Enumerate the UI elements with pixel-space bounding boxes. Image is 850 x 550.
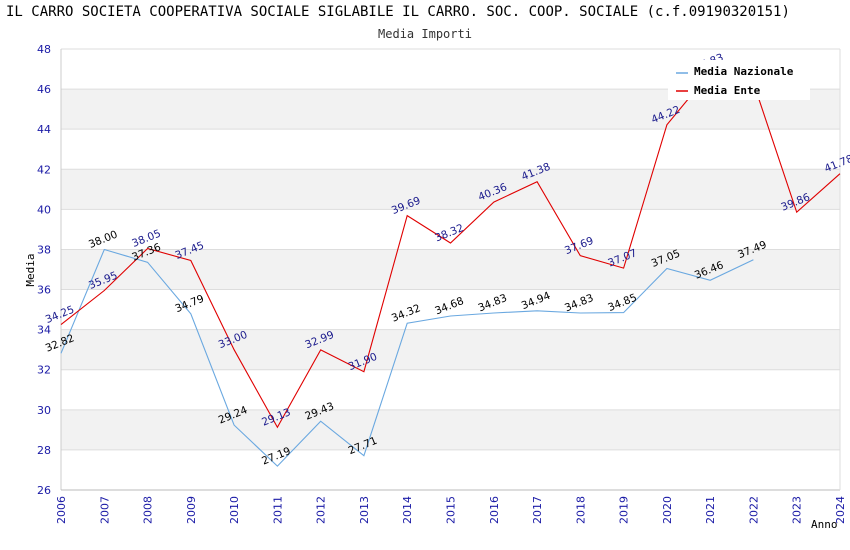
x-tick-label: 2021 <box>704 496 717 524</box>
x-tick-label: 2018 <box>574 496 587 524</box>
chart-title: IL CARRO SOCIETA COOPERATIVA SOCIALE SIG… <box>6 4 790 20</box>
y-tick-label: 40 <box>37 203 51 216</box>
x-tick-label: 2017 <box>531 496 544 524</box>
x-tick-label: 2014 <box>401 496 414 524</box>
data-label-nazionale: 34.83 <box>563 292 595 314</box>
data-label-ente: 38.32 <box>433 222 465 244</box>
x-tick-label: 2010 <box>228 496 241 524</box>
legend-label-nazionale: Media Nazionale <box>694 65 794 78</box>
x-tick-label: 2015 <box>445 496 458 524</box>
axes <box>60 49 841 491</box>
x-tick-label: 2006 <box>55 496 68 524</box>
y-tick-labels: 26 28 30 32 34 36 38 40 42 44 46 48 <box>37 43 51 497</box>
x-tick-labels: 2006 2007 2008 2009 2010 2011 2012 2013 2014 2015… <box>55 496 847 524</box>
y-tick-label: 42 <box>37 163 51 176</box>
y-tick-label: 36 <box>37 284 51 297</box>
x-tick-label: 2020 <box>661 496 674 524</box>
x-tick-label: 2009 <box>185 496 198 524</box>
y-axis-label: Media <box>24 253 37 286</box>
x-tick-label: 2013 <box>358 496 371 524</box>
x-tick-label: 2011 <box>271 496 284 524</box>
gridlines <box>61 48 840 491</box>
y-tick-label: 44 <box>37 123 51 136</box>
grid-band <box>61 329 840 370</box>
grid-band <box>61 249 840 290</box>
x-tick-label: 2008 <box>142 496 155 524</box>
y-tick-label: 28 <box>37 444 51 457</box>
data-label-ente: 34.25 <box>44 304 76 326</box>
x-tick-label: 2024 <box>834 496 847 524</box>
y-tick-label: 32 <box>37 364 51 377</box>
y-tick-label: 30 <box>37 404 51 417</box>
x-tick-label: 2007 <box>98 496 111 524</box>
x-tick-label: 2023 <box>791 496 804 524</box>
y-tick-label: 26 <box>37 484 51 497</box>
legend-label-ente: Media Ente <box>694 84 761 97</box>
legend: Media Nazionale Media Ente <box>668 60 810 100</box>
y-tick-label: 48 <box>37 43 51 56</box>
data-label-nazionale: 34.83 <box>476 292 508 314</box>
x-tick-label: 2012 <box>315 496 328 524</box>
x-tick-label: 2016 <box>488 496 501 524</box>
data-label-nazionale: 34.85 <box>606 292 638 314</box>
grid-band <box>61 169 840 210</box>
grid-band <box>61 409 840 450</box>
x-axis-label: Anno <box>811 518 838 531</box>
data-label-nazionale: 38.00 <box>87 229 119 251</box>
chart-subtitle: Media Importi <box>378 27 472 41</box>
data-label-nazionale: 34.94 <box>520 290 553 313</box>
y-tick-label: 46 <box>37 83 51 96</box>
y-tick-label: 34 <box>37 324 51 337</box>
y-tick-label: 38 <box>37 243 51 256</box>
x-tick-label: 2022 <box>747 496 760 524</box>
series-line-nazionale <box>60 248 754 467</box>
data-label-nazionale: 34.68 <box>433 295 465 317</box>
legend-background <box>668 60 810 100</box>
x-tick-label: 2019 <box>618 496 631 524</box>
